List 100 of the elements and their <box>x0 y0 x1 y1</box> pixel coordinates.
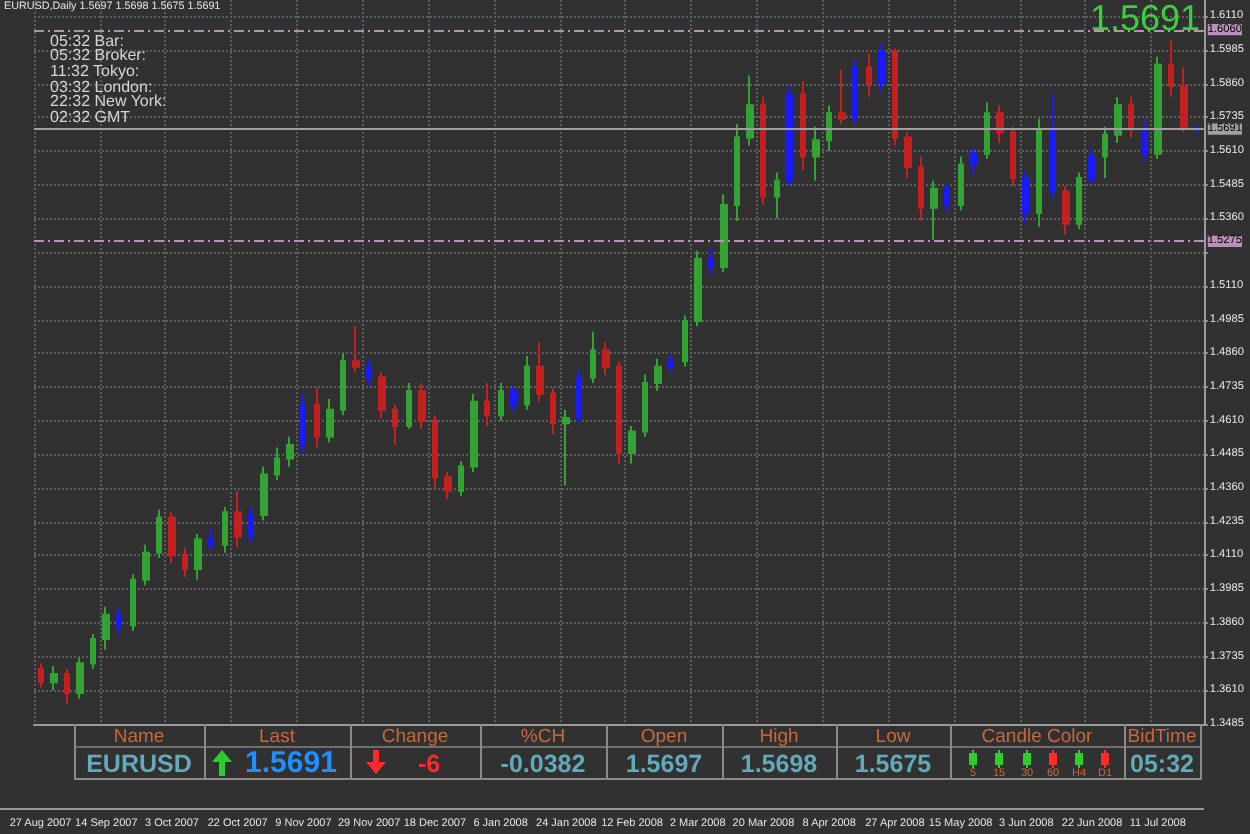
text: Change <box>381 725 449 747</box>
candlestick <box>234 489 242 549</box>
candlestick <box>90 632 96 670</box>
candlestick <box>536 341 544 403</box>
candlestick <box>418 381 426 430</box>
candlestick <box>996 104 1004 144</box>
candlestick <box>1010 125 1016 188</box>
candlestick <box>300 392 306 455</box>
candlestick <box>734 123 740 223</box>
candlestick <box>958 155 964 212</box>
candlestick <box>682 314 688 368</box>
candlestick <box>562 408 570 487</box>
candlestick <box>930 179 938 241</box>
candlestick <box>1076 171 1082 231</box>
text: 1.5697 <box>625 749 703 777</box>
annotation: 05:32 Bar: <box>50 31 124 50</box>
candlestick <box>352 325 360 374</box>
candlestick <box>1168 39 1174 99</box>
candlestick <box>1062 185 1070 236</box>
text: 1.5675 <box>854 749 932 777</box>
candlestick <box>1088 147 1096 185</box>
candlestick <box>314 387 320 449</box>
candlestick <box>222 505 228 554</box>
candlestick <box>102 605 110 651</box>
candlestick <box>116 605 122 635</box>
candlestick <box>432 414 438 490</box>
candlestick <box>1142 117 1148 163</box>
candlestick <box>1022 168 1030 225</box>
annotation: 05:32 Broker: <box>50 46 147 65</box>
candlestick <box>694 249 702 328</box>
text: Last <box>259 725 295 747</box>
candlestick <box>50 665 58 692</box>
candlestick <box>38 662 44 689</box>
text: %CH <box>520 725 566 747</box>
text: 1.5691 <box>245 746 337 780</box>
candlestick <box>708 247 714 277</box>
candlestick <box>550 387 556 436</box>
candlestick <box>142 543 150 587</box>
annotation: 1.5691 <box>1089 0 1200 38</box>
candlestick <box>470 392 478 473</box>
text: EURUSD <box>86 749 192 777</box>
text: -6 <box>417 749 441 777</box>
candlestick <box>1154 55 1162 161</box>
candlestick <box>760 96 766 206</box>
candlestick <box>1036 117 1042 228</box>
candlestick <box>838 69 846 126</box>
candlestick <box>628 425 636 465</box>
candlestick <box>510 384 518 414</box>
text: -0.0382 <box>500 749 586 777</box>
candlestick <box>340 352 346 417</box>
candlestick <box>1180 66 1188 134</box>
candlestick <box>826 104 832 152</box>
candlestick <box>168 511 176 565</box>
candlestick <box>602 341 610 376</box>
candlestick <box>260 465 268 522</box>
candlestick <box>274 446 280 481</box>
candlestick <box>392 403 398 446</box>
candlestick <box>444 470 452 500</box>
annotation: 02:32 GMT <box>50 107 131 126</box>
candlestick <box>774 171 780 220</box>
candlestick <box>720 193 728 274</box>
candlestick <box>76 656 84 700</box>
text: 05:32 <box>1130 749 1194 777</box>
candlestick <box>64 667 70 705</box>
text: Low <box>875 725 911 747</box>
candlestick <box>892 47 898 147</box>
candlestick <box>1102 125 1108 179</box>
candlestick <box>1050 93 1056 201</box>
candlestick <box>182 546 188 579</box>
text: Open <box>640 725 688 747</box>
candlestick <box>944 182 950 215</box>
candlestick <box>524 354 530 411</box>
candlestick <box>786 85 794 188</box>
candlestick <box>654 357 662 392</box>
candlestick <box>458 460 464 498</box>
candlestick <box>1128 96 1134 139</box>
candlestick <box>904 131 912 179</box>
candlestick <box>156 508 162 560</box>
text: Candle Color <box>981 725 1093 747</box>
candlestick <box>590 330 596 384</box>
text: 1.5698 <box>740 749 818 777</box>
candlestick <box>378 371 386 419</box>
candlestick <box>576 368 582 425</box>
candlestick <box>616 360 622 465</box>
text: BidTime <box>1127 725 1197 747</box>
candlestick <box>812 125 820 182</box>
candlestick <box>970 147 978 177</box>
candlestick <box>498 381 504 422</box>
candlestick <box>366 357 372 387</box>
candlestick <box>194 532 202 581</box>
candlestick <box>406 381 412 430</box>
candlestick <box>984 101 990 161</box>
text: High <box>759 725 799 747</box>
annotation: 11:32 Tokyo: <box>50 62 140 80</box>
candlestick <box>918 155 924 223</box>
text: Name <box>113 725 165 747</box>
candlestick <box>746 74 754 147</box>
candlestick <box>208 527 214 552</box>
candlestick <box>668 352 674 374</box>
candlestick <box>286 435 294 468</box>
